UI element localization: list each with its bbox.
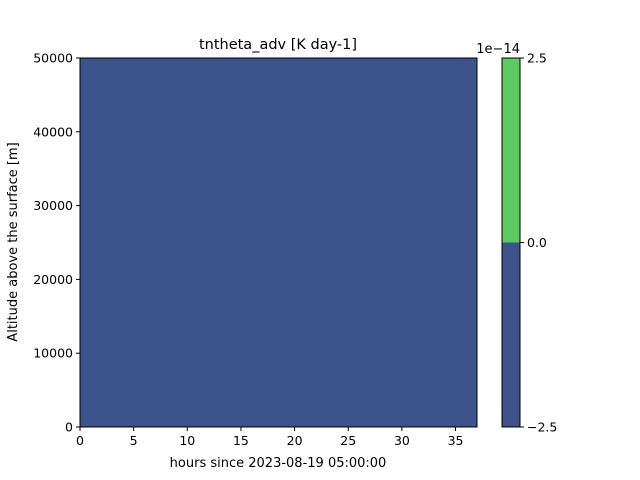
- y-tick-label: 40000: [33, 124, 73, 139]
- plot-frame: [79, 57, 478, 428]
- y-tick-label: 30000: [33, 198, 73, 213]
- x-tick-label: 20: [287, 433, 303, 448]
- x-tick-label: 15: [233, 433, 249, 448]
- x-tick-label: 25: [340, 433, 356, 448]
- y-tick-label: 10000: [33, 346, 73, 361]
- x-axis: 0 5 10 15 20 25 30 35: [76, 427, 463, 448]
- y-tick-label: 0: [65, 420, 73, 435]
- colorbar-tick-label: 2.5: [527, 51, 547, 66]
- x-tick-label: 5: [130, 433, 138, 448]
- colorbar-offset-label: 1e−14: [476, 42, 520, 57]
- colorbar-tick-label: 0.0: [527, 235, 547, 250]
- colorbar-tick-label: −2.5: [527, 420, 557, 435]
- y-tick-label: 20000: [33, 272, 73, 287]
- x-tick-label: 35: [448, 433, 464, 448]
- heatmap-field: [80, 58, 477, 427]
- x-tick-label: 10: [179, 433, 195, 448]
- x-tick-label: 30: [394, 433, 410, 448]
- colorbar-segment: [502, 242, 520, 427]
- y-axis: 0 10000 20000 30000 40000 50000: [33, 51, 80, 435]
- colorbar-axis: −2.5 0.0 2.5: [520, 51, 557, 435]
- x-axis-label: hours since 2023-08-19 05:00:00: [170, 456, 387, 471]
- y-tick-label: 50000: [33, 51, 73, 66]
- x-tick-label: 0: [76, 433, 84, 448]
- colorbar: [501, 57, 521, 428]
- plot-area: [79, 57, 478, 428]
- colorbar-segment: [502, 58, 520, 243]
- chart-title: tntheta_adv [K day-1]: [199, 37, 357, 53]
- y-axis-label: Altitude above the surface [m]: [6, 142, 21, 341]
